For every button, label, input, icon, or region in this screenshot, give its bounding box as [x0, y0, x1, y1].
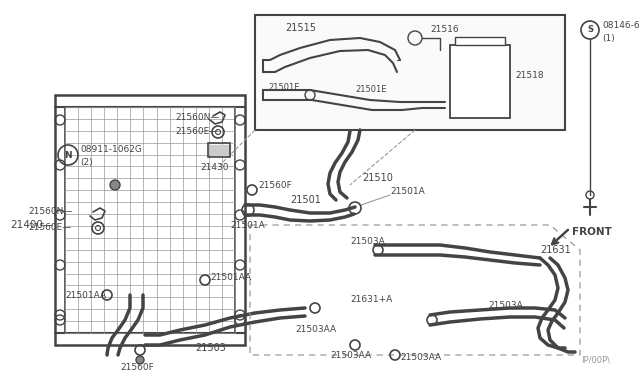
Text: 21503: 21503	[195, 343, 226, 353]
Text: 21430: 21430	[200, 164, 228, 173]
Text: 21501A: 21501A	[390, 187, 425, 196]
Text: 21503A: 21503A	[350, 237, 385, 247]
Text: 21518: 21518	[515, 71, 543, 80]
Text: 21516: 21516	[430, 26, 459, 35]
Text: S: S	[587, 26, 593, 35]
Text: 08146-6162G: 08146-6162G	[602, 20, 640, 29]
Text: IP/00P\: IP/00P\	[581, 356, 610, 365]
Text: 21501AA: 21501AA	[210, 273, 251, 282]
Text: 21560F: 21560F	[120, 363, 154, 372]
Text: 21510: 21510	[362, 173, 393, 183]
Bar	[450, 45, 510, 118]
Text: 21560E—: 21560E—	[175, 128, 218, 137]
Circle shape	[136, 356, 144, 364]
Bar	[55, 95, 245, 345]
Text: 21503A: 21503A	[488, 301, 523, 310]
Text: FRONT: FRONT	[572, 227, 612, 237]
Text: 21400—: 21400—	[10, 220, 53, 230]
Text: 21501E: 21501E	[268, 83, 300, 92]
Bar	[455, 37, 505, 45]
Text: 08911-1062G: 08911-1062G	[80, 145, 142, 154]
Text: 21501: 21501	[290, 195, 321, 205]
Text: 21560N—: 21560N—	[175, 113, 220, 122]
Text: 21515: 21515	[285, 23, 316, 33]
Text: 21560N—: 21560N—	[28, 208, 72, 217]
Text: 21560E—: 21560E—	[28, 224, 71, 232]
Text: 21503AA: 21503AA	[400, 353, 441, 362]
Text: 21560F: 21560F	[258, 180, 292, 189]
Text: (1): (1)	[602, 35, 615, 44]
Text: 21501A: 21501A	[230, 221, 265, 230]
Circle shape	[110, 180, 120, 190]
Text: (2): (2)	[80, 158, 93, 167]
Bar	[208, 143, 230, 157]
Bar	[255, 15, 565, 130]
Text: 21503AA: 21503AA	[330, 350, 371, 359]
Text: 21503AA: 21503AA	[295, 326, 336, 334]
Text: 21501E: 21501E	[355, 86, 387, 94]
Text: 21501AA: 21501AA	[65, 291, 106, 299]
Text: 21631: 21631	[540, 245, 571, 255]
Text: 21631+A: 21631+A	[350, 295, 392, 305]
Text: N: N	[64, 151, 72, 160]
